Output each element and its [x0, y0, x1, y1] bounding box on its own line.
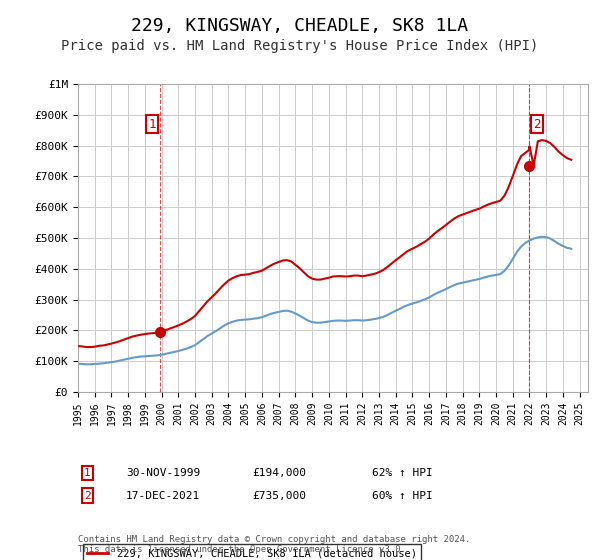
Text: Contains HM Land Registry data © Crown copyright and database right 2024.
This d: Contains HM Land Registry data © Crown c… — [78, 535, 470, 554]
Text: 62% ↑ HPI: 62% ↑ HPI — [372, 468, 433, 478]
Text: 2: 2 — [84, 491, 91, 501]
Text: 60% ↑ HPI: 60% ↑ HPI — [372, 491, 433, 501]
Text: 229, KINGSWAY, CHEADLE, SK8 1LA: 229, KINGSWAY, CHEADLE, SK8 1LA — [131, 17, 469, 35]
Text: Price paid vs. HM Land Registry's House Price Index (HPI): Price paid vs. HM Land Registry's House … — [61, 39, 539, 53]
Text: 30-NOV-1999: 30-NOV-1999 — [126, 468, 200, 478]
Text: 2: 2 — [533, 118, 541, 130]
Text: £194,000: £194,000 — [252, 468, 306, 478]
Legend: 229, KINGSWAY, CHEADLE, SK8 1LA (detached house), HPI: Average price, detached h: 229, KINGSWAY, CHEADLE, SK8 1LA (detache… — [83, 544, 421, 560]
Text: £735,000: £735,000 — [252, 491, 306, 501]
Text: 17-DEC-2021: 17-DEC-2021 — [126, 491, 200, 501]
Text: 1: 1 — [84, 468, 91, 478]
Text: 1: 1 — [148, 118, 155, 130]
